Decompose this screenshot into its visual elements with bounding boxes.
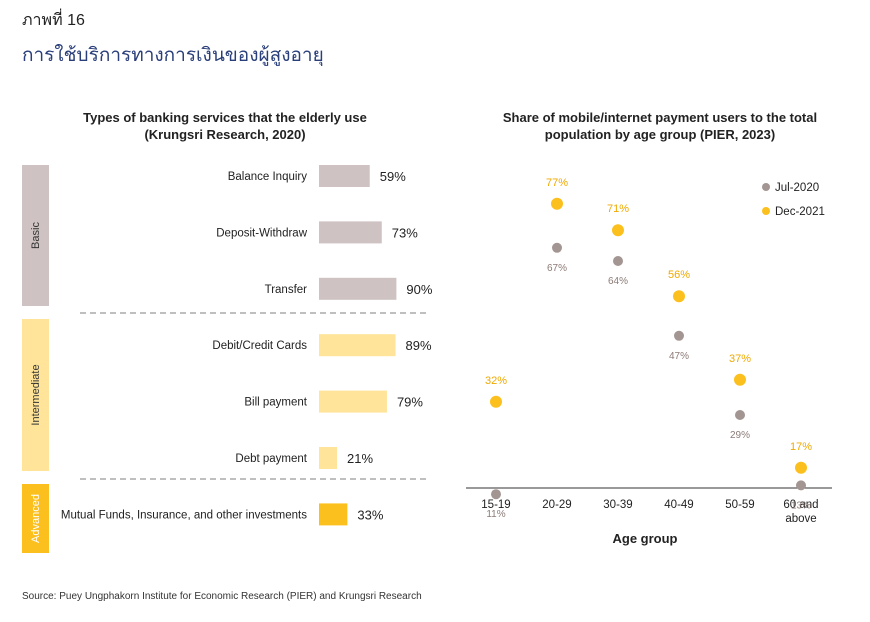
point-jul-2020 xyxy=(552,242,562,253)
x-tick-label: 50-59 xyxy=(725,499,754,511)
bar-category-label: Debt payment xyxy=(235,453,307,465)
bar xyxy=(319,390,387,413)
bar-value-label: 73% xyxy=(392,225,418,240)
bar xyxy=(319,165,370,187)
legend-label-jul-2020: Jul-2020 xyxy=(775,182,819,194)
bar-category-label: Mutual Funds, Insurance, and other inves… xyxy=(61,509,307,521)
point-label-dec-2021: 32% xyxy=(485,375,507,387)
point-dec-2021 xyxy=(734,373,746,386)
point-dec-2021 xyxy=(551,197,563,210)
point-label-jul-2020: 29% xyxy=(730,430,750,441)
point-label-dec-2021: 17% xyxy=(790,441,812,453)
point-label-jul-2020: 64% xyxy=(608,276,628,287)
scatter-chart-title-line1: Share of mobile/internet payment users t… xyxy=(502,110,818,125)
figure-label: ภาพที่ 16 xyxy=(22,12,85,29)
bar-value-label: 89% xyxy=(406,338,432,353)
bar-category-label: Transfer xyxy=(265,284,308,296)
point-jul-2020 xyxy=(674,330,684,341)
group-band-intermediate xyxy=(22,319,49,471)
bar xyxy=(319,334,396,357)
x-tick-label: 20-29 xyxy=(542,499,571,511)
group-label-advanced: Advanced xyxy=(30,494,42,543)
point-dec-2021 xyxy=(795,461,807,474)
x-tick-label: 40-49 xyxy=(664,499,693,511)
bar-value-label: 79% xyxy=(397,395,423,410)
figure-title: การใช้บริการทางการเงินของผู้สูงอายุ xyxy=(22,45,324,66)
point-dec-2021 xyxy=(612,224,624,237)
bar-value-label: 59% xyxy=(380,169,406,184)
x-tick-label: 30-39 xyxy=(603,499,632,511)
scatter-chart-title: Share of mobile/internet payment users t… xyxy=(480,109,840,143)
x-tick-label: above xyxy=(785,513,816,525)
point-label-jul-2020: 47% xyxy=(669,351,689,362)
group-band-advanced xyxy=(22,484,49,553)
point-dec-2021 xyxy=(673,290,685,303)
point-label-jul-2020: 11% xyxy=(486,509,505,520)
bar xyxy=(319,221,382,244)
bar-value-label: 90% xyxy=(406,282,432,297)
bar xyxy=(319,447,338,469)
legend-label-dec-2021: Dec-2021 xyxy=(775,206,825,218)
group-label-intermediate: Intermediate xyxy=(30,364,42,425)
bar-category-label: Debit/Credit Cards xyxy=(212,340,307,352)
bar-value-label: 21% xyxy=(347,451,373,466)
point-label-dec-2021: 56% xyxy=(668,269,690,281)
bar-chart-title-line2: (Krungsri Research, 2020) xyxy=(144,127,306,142)
point-label-dec-2021: 37% xyxy=(729,353,751,365)
point-label-jul-2020: 67% xyxy=(547,263,567,274)
bar-category-label: Deposit-Withdraw xyxy=(216,227,307,239)
point-label-jul-2020: 13% xyxy=(791,500,811,511)
x-tick-label: 60 and xyxy=(783,499,818,511)
point-label-dec-2021: 71% xyxy=(607,203,629,215)
scatter-chart-title-line2: population by age group (PIER, 2023) xyxy=(544,127,776,142)
bar-value-label: 33% xyxy=(357,507,383,522)
point-dec-2021 xyxy=(490,395,502,408)
bar-chart-title-line1: Types of banking services that the elder… xyxy=(83,110,367,125)
source-note: Source: Puey Ungphakorn Institute for Ec… xyxy=(22,591,422,602)
point-jul-2020 xyxy=(796,480,806,491)
point-jul-2020 xyxy=(735,410,745,420)
bar-category-label: Bill payment xyxy=(244,397,307,409)
group-band-basic xyxy=(22,165,49,306)
x-tick-label: 15-19 xyxy=(481,499,510,511)
point-label-dec-2021: 77% xyxy=(546,177,568,189)
bar-chart-title: Types of banking services that the elder… xyxy=(60,109,390,143)
point-jul-2020 xyxy=(613,256,623,266)
bar-category-label: Balance Inquiry xyxy=(228,171,308,183)
bar xyxy=(319,503,348,526)
bar xyxy=(319,277,397,300)
x-axis-title: Age group xyxy=(613,531,678,546)
legend-marker-dec-2021 xyxy=(762,207,770,215)
legend-marker-jul-2020 xyxy=(762,183,770,191)
point-jul-2020 xyxy=(491,489,501,500)
group-label-basic: Basic xyxy=(30,222,42,249)
